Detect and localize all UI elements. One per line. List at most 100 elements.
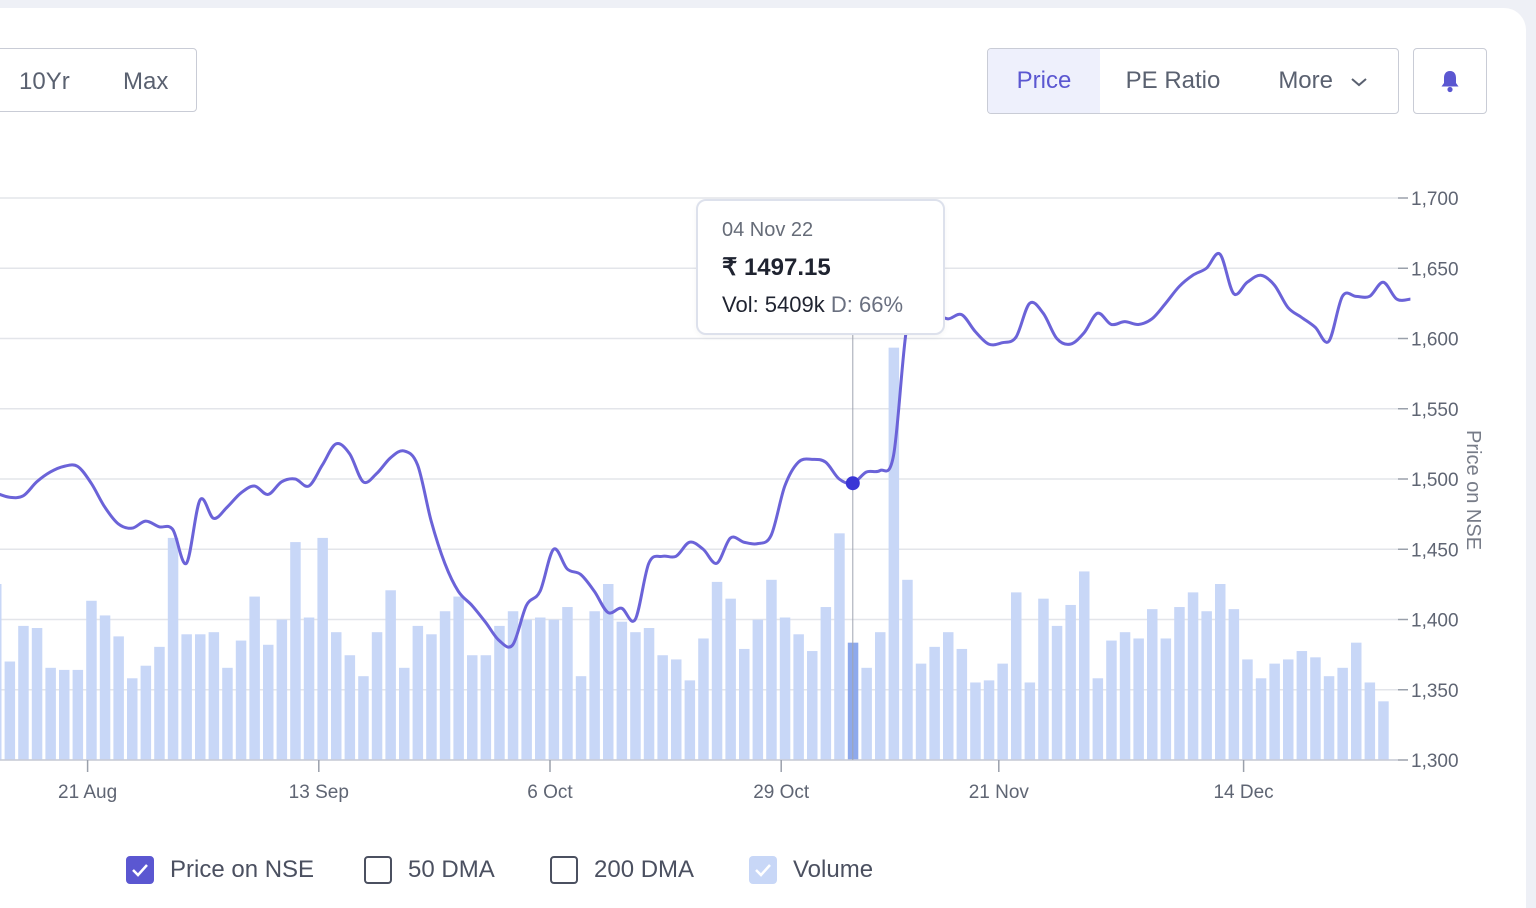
volume-bar: [18, 625, 29, 760]
volume-bar: [1337, 667, 1348, 760]
volume-bar: [113, 636, 124, 760]
volume-bar: [603, 584, 614, 760]
volume-bar: [875, 632, 886, 760]
volume-bar: [1133, 638, 1144, 760]
tab-pe-ratio-label: PE Ratio: [1125, 67, 1221, 94]
volume-bar: [630, 632, 641, 760]
checkbox-checked-icon: [126, 856, 154, 884]
volume-bar: [698, 638, 709, 760]
x-tick-label: 21 Nov: [969, 782, 1030, 803]
tab-price[interactable]: Price: [988, 49, 1100, 113]
volume-bar: [1174, 607, 1185, 760]
volume-bar: [1255, 678, 1267, 760]
tab-pe-ratio[interactable]: PE Ratio: [1100, 49, 1246, 113]
volume-bar: [943, 632, 954, 760]
volume-bar: [1201, 611, 1212, 760]
tab-price-label: Price: [1016, 67, 1072, 94]
volume-bar: [902, 579, 913, 760]
volume-bar: [1038, 598, 1049, 760]
x-tick-label: 29 Oct: [753, 782, 810, 803]
volume-bar: [480, 655, 492, 760]
legend-label: Volume: [793, 856, 874, 883]
volume-bar: [303, 617, 315, 760]
y-tick-label: 1,650: [1411, 259, 1459, 280]
volume-bar: [1323, 676, 1335, 760]
volume-bar: [1119, 632, 1131, 760]
range-max-button[interactable]: Max: [123, 68, 169, 95]
volume-bar: [643, 628, 655, 760]
volume-bar: [412, 625, 424, 760]
alert-button[interactable]: [1413, 48, 1487, 114]
range-10yr-button[interactable]: 10Yr: [19, 68, 70, 95]
volume-bar: [1092, 678, 1104, 760]
volume-bar: [1024, 682, 1036, 760]
volume-bar: [1364, 682, 1376, 760]
volume-bar: [1310, 657, 1321, 760]
x-tick-label: 21 Aug: [58, 782, 117, 803]
volume-bar: [222, 667, 233, 760]
volume-bar: [195, 634, 206, 760]
volume-bar: [494, 625, 505, 760]
tooltip-volume: Vol: 5409k: [722, 292, 825, 317]
y-axis: 1,700 1,650 1,600 1,550 1,500 1,450 1,400 1,350…: [1398, 189, 1459, 772]
volume-bar: [711, 581, 723, 760]
volume-bar: [140, 665, 152, 760]
volume-bar: [997, 663, 1008, 760]
volume-bar: [31, 628, 43, 760]
volume-bar: [970, 682, 981, 760]
volume-bar: [45, 667, 56, 760]
volume-bar: [358, 676, 369, 760]
bell-icon: [1441, 71, 1459, 93]
volume-bar: [86, 600, 97, 760]
tooltip-date: 04 Nov 22: [722, 219, 814, 241]
volume-bar: [1242, 659, 1253, 760]
volume-bar: [1215, 584, 1226, 760]
volume-bar: [1378, 701, 1389, 760]
volume-bars: [0, 347, 1389, 760]
volume-bar: [1296, 651, 1308, 760]
y-tick-label: 1,700: [1411, 189, 1459, 210]
volume-bar: [439, 611, 451, 760]
y-tick-label: 1,600: [1411, 330, 1459, 351]
volume-bar: [1351, 642, 1362, 760]
volume-bar: [807, 651, 818, 760]
volume-bar: [820, 607, 832, 760]
volume-bar: [249, 596, 260, 760]
y-tick-label: 1,400: [1411, 611, 1459, 632]
volume-bar: [575, 676, 587, 760]
volume-bar: [127, 678, 138, 760]
volume-bar: [453, 596, 464, 760]
tooltip-price: ₹ 1497.15: [722, 254, 831, 281]
y-tick-label: 1,300: [1411, 751, 1459, 772]
legend-label: 200 DMA: [594, 856, 695, 883]
x-tick-label: 13 Sep: [289, 782, 349, 803]
volume-bar: [657, 655, 668, 760]
volume-bar: [1065, 604, 1076, 760]
volume-bar: [861, 667, 872, 760]
volume-bar: [589, 611, 600, 760]
volume-bar: [521, 619, 532, 760]
volume-bar: [0, 584, 2, 760]
volume-bar: [725, 598, 736, 760]
tab-more[interactable]: More: [1258, 49, 1388, 113]
volume-bar: [399, 667, 410, 760]
volume-bar: [385, 590, 396, 760]
volume-bar: [888, 347, 900, 760]
volume-bar: [1011, 592, 1022, 760]
volume-bar: [1079, 571, 1090, 760]
legend-volume[interactable]: Volume: [749, 852, 873, 888]
legend-200-dma[interactable]: 200 DMA: [550, 852, 694, 888]
chart-type-tabs: Price PE Ratio More: [987, 48, 1399, 114]
volume-bar: [1160, 638, 1172, 760]
time-range-group: 10Yr Max: [0, 48, 197, 112]
volume-bar: [1106, 640, 1117, 760]
legend-price-on-nse[interactable]: Price on NSE: [126, 852, 314, 888]
volume-bar: [467, 655, 478, 760]
volume-bar: [956, 648, 968, 760]
volume-bar: [154, 646, 165, 760]
legend-50-dma[interactable]: 50 DMA: [364, 852, 495, 888]
y-tick-label: 1,350: [1411, 681, 1459, 702]
hover-tooltip: 04 Nov 22 ₹ 1497.15 Vol: 5409k D: 66%: [696, 199, 945, 335]
volume-bar: [834, 533, 845, 760]
